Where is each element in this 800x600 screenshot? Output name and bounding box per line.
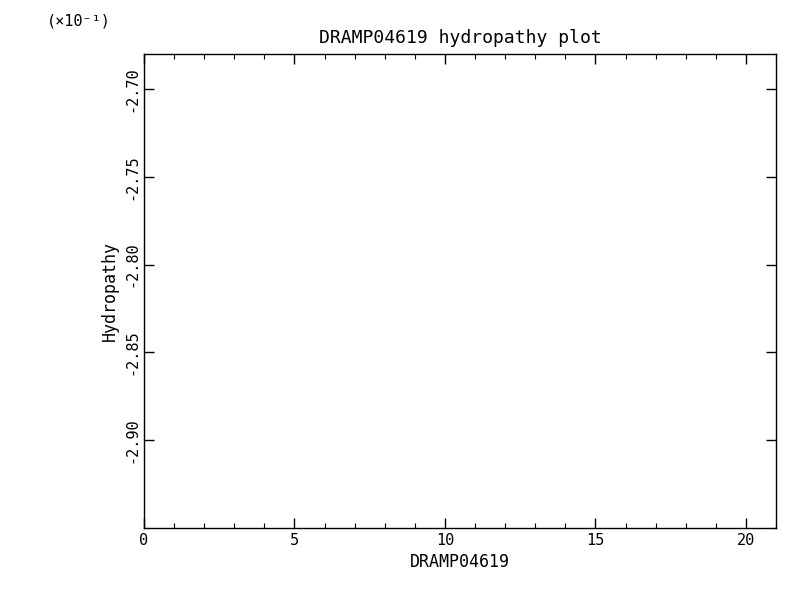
Title: DRAMP04619 hydropathy plot: DRAMP04619 hydropathy plot bbox=[318, 29, 602, 47]
Text: (×10⁻¹): (×10⁻¹) bbox=[46, 14, 110, 29]
X-axis label: DRAMP04619: DRAMP04619 bbox=[410, 553, 510, 571]
Y-axis label: Hydropathy: Hydropathy bbox=[101, 241, 118, 341]
